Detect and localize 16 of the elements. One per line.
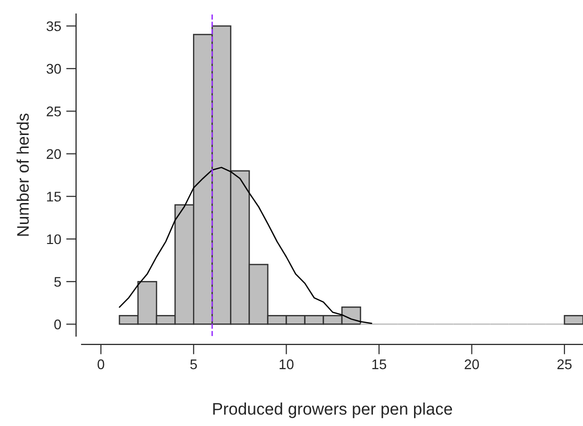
x-tick-label: 25 [557,359,572,370]
y-axis-title: Number of herds [16,114,29,236]
y-tick-label: 10 [47,234,61,244]
y-tick-label: 25 [46,106,61,116]
x-tick-label: 15 [372,360,386,370]
x-tick-label: 0 [98,359,104,370]
y-tick-label: 0 [54,320,61,330]
x-axis-title: Produced growers per pen place [213,402,452,418]
y-tick-label: 15 [47,192,61,202]
x-tick-label: 5 [190,360,197,370]
x-tick-label: 10 [280,359,294,370]
x-tick-label: 20 [464,359,479,370]
y-tick-label: 30 [46,64,61,74]
y-tick-label: 35 [46,21,61,32]
y-tick-label: 20 [46,149,61,159]
y-tick-label: 5 [54,277,61,287]
